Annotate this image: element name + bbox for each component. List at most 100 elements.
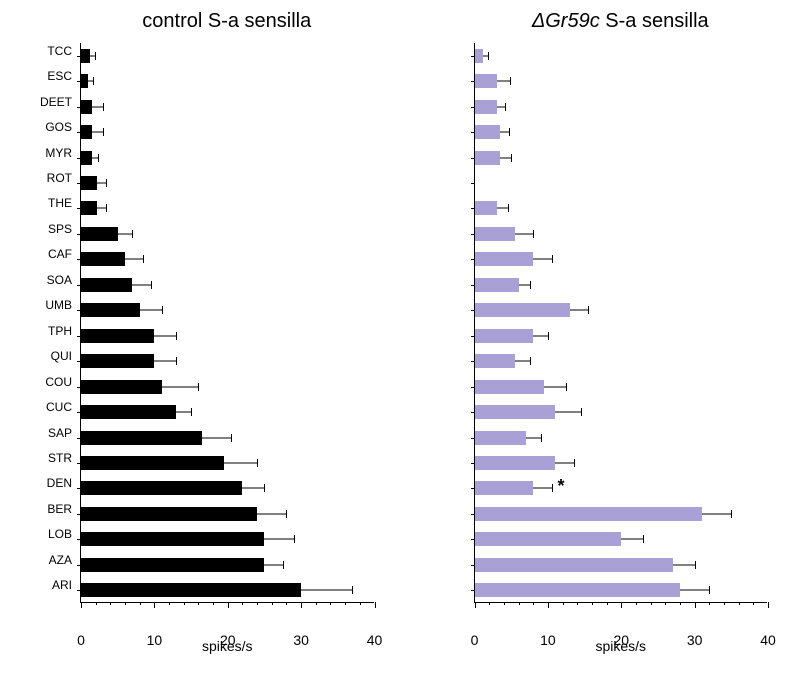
error-cap [176, 332, 177, 340]
error-bar [533, 335, 548, 336]
bar-row [475, 301, 570, 319]
error-bar [544, 386, 566, 387]
error-cap [283, 561, 284, 569]
bar-row [475, 250, 534, 268]
x-minor-tick [709, 602, 710, 605]
error-bar [500, 132, 509, 133]
x-minor-tick [110, 602, 111, 605]
x-minor-tick [154, 602, 155, 605]
y-tick-mark [471, 158, 475, 159]
bar-row [475, 581, 680, 599]
x-minor-tick [504, 602, 505, 605]
y-tick-mark [77, 514, 81, 515]
y-tick-mark [77, 361, 81, 362]
bar [81, 456, 224, 470]
x-tick-label: 0 [471, 632, 479, 648]
y-tick-mark [471, 539, 475, 540]
panel-right-title-text: S-a sensilla [600, 10, 709, 32]
y-tick-mark [471, 208, 475, 209]
y-tick-mark [471, 361, 475, 362]
error-bar [140, 310, 162, 311]
bar-row [475, 403, 556, 421]
bar [81, 100, 92, 114]
error-cap [552, 484, 553, 492]
error-cap [541, 434, 542, 442]
error-cap [709, 586, 710, 594]
y-label: SAP [48, 426, 72, 440]
x-minor-tick [228, 602, 229, 605]
bar [475, 227, 515, 241]
x-minor-tick [621, 602, 622, 605]
bar [81, 303, 140, 317]
error-cap [176, 357, 177, 365]
error-bar [224, 463, 257, 464]
y-label: CAF [48, 247, 72, 261]
error-cap [552, 255, 553, 263]
y-tick-mark [471, 107, 475, 108]
y-tick-mark [471, 488, 475, 489]
bar [475, 481, 534, 495]
bar-row [81, 123, 92, 141]
x-minor-tick [286, 602, 287, 605]
bar-row [81, 174, 97, 192]
x-minor-tick [81, 602, 82, 605]
error-bar [533, 488, 551, 489]
y-tick-mark [471, 56, 475, 57]
error-bar [519, 284, 530, 285]
error-bar [202, 437, 231, 438]
y-label: MYR [45, 146, 72, 160]
x-minor-tick [301, 602, 302, 605]
bar-row [475, 72, 497, 90]
error-bar [533, 259, 551, 260]
x-minor-tick [272, 602, 273, 605]
error-bar [555, 463, 573, 464]
bar-row [475, 429, 526, 447]
y-label: SPS [48, 222, 72, 236]
error-bar [515, 233, 533, 234]
y-tick-mark [471, 514, 475, 515]
bar [475, 151, 501, 165]
x-minor-tick [563, 602, 564, 605]
panel-left: control S-a sensilla TCCESCDEETGOSMYRROT… [0, 0, 394, 678]
y-tick-mark [77, 81, 81, 82]
x-minor-tick [665, 602, 666, 605]
bar-row [81, 199, 97, 217]
x-minor-tick [651, 602, 652, 605]
x-title-right: spikes/s [595, 638, 646, 654]
error-bar [162, 386, 199, 387]
y-label: COU [45, 375, 72, 389]
y-tick-mark [77, 234, 81, 235]
error-bar [97, 208, 106, 209]
error-bar [621, 539, 643, 540]
error-bar [154, 335, 176, 336]
error-cap [510, 77, 511, 85]
bar [81, 481, 242, 495]
error-bar [497, 81, 510, 82]
y-tick-mark [77, 590, 81, 591]
error-cap [548, 332, 549, 340]
error-cap [643, 535, 644, 543]
x-minor-tick [592, 602, 593, 605]
bar [475, 201, 497, 215]
bar [81, 354, 154, 368]
bar-row [475, 98, 497, 116]
bar-row [475, 199, 497, 217]
y-tick-mark [77, 387, 81, 388]
bar-row [81, 479, 242, 497]
y-tick-mark [471, 565, 475, 566]
bar-row [81, 72, 88, 90]
error-cap [505, 103, 506, 111]
x-tick-label: 10 [147, 632, 163, 648]
bar [475, 532, 622, 546]
bar-row [81, 250, 125, 268]
x-minor-tick [213, 602, 214, 605]
x-minor-tick [680, 602, 681, 605]
x-minor-tick [360, 602, 361, 605]
x-minor-tick [242, 602, 243, 605]
plot-area-left: 010203040 spikes/s [80, 43, 374, 603]
bar [81, 532, 264, 546]
error-cap [264, 484, 265, 492]
error-cap [143, 255, 144, 263]
error-cap [530, 357, 531, 365]
error-bar [92, 132, 103, 133]
